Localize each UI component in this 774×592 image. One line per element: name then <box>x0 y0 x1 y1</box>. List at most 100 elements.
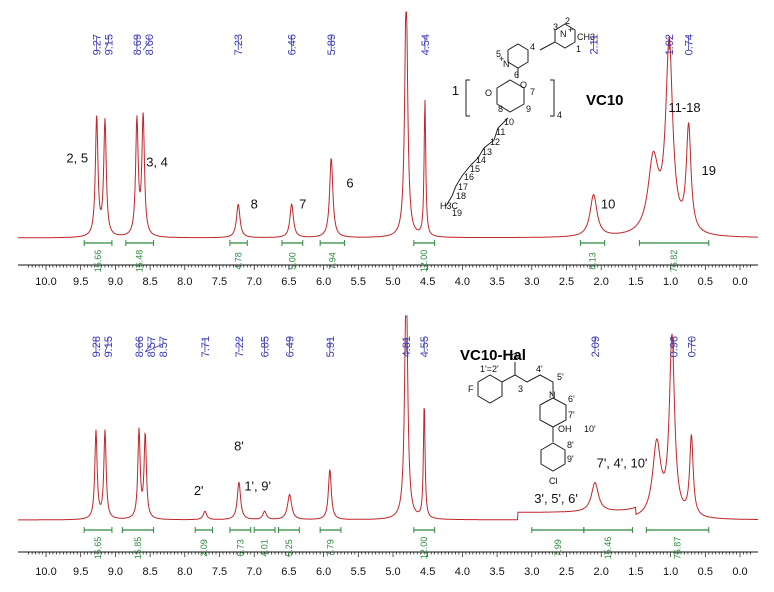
peak-label: 9.28 <box>91 336 103 357</box>
integral-value: 7.79 <box>326 539 336 557</box>
assignment-label: 11-18 <box>668 100 700 115</box>
x-tick-label: 4.5 <box>420 276 435 288</box>
struct-label: + <box>499 54 504 64</box>
peak-label: 0.96 <box>668 336 680 357</box>
x-tick-label: 7.0 <box>247 566 262 578</box>
struct-label: N <box>549 390 556 400</box>
linker-chain <box>501 374 554 396</box>
peak-label-leader <box>144 343 152 353</box>
struct-label: 14 <box>476 155 486 165</box>
vc10-structure-labels: N + CH3 1 2 3 4 5 6 7 8 9 O O N + 4 10 1… <box>440 16 595 218</box>
struct-label: 9' <box>567 454 574 464</box>
peak-label: 8.60 <box>144 34 156 55</box>
struct-label: O <box>485 88 492 98</box>
integral-value: 15.46 <box>603 537 613 560</box>
x-tick-label: 5.5 <box>351 276 366 288</box>
struct-label: 12 <box>490 137 500 147</box>
x-tick-label: 3.5 <box>489 566 504 578</box>
assignment-label: 6 <box>346 176 353 191</box>
peak-label: 4.54 <box>420 34 432 55</box>
struct-label: N <box>560 29 567 39</box>
bond <box>539 41 556 51</box>
peak-label: 6.49 <box>285 336 297 357</box>
peak-label: 6.85 <box>260 336 272 357</box>
x-tick-label: 8.5 <box>142 276 157 288</box>
struct-label: 17 <box>458 182 468 192</box>
x-tick-label: 1.5 <box>628 566 643 578</box>
integral-value: 4.01 <box>260 539 270 557</box>
struct-label: N <box>503 59 510 69</box>
integral-value: 2.09 <box>199 539 209 557</box>
struct-label: 11 <box>496 127 505 137</box>
struct-label: 2 <box>565 16 570 26</box>
assignment-label: 7 <box>299 197 306 212</box>
struct-label: O <box>511 352 518 362</box>
struct-label: OH <box>558 424 572 434</box>
bracket-left <box>465 79 470 117</box>
peak-label: 0.70 <box>686 336 698 357</box>
peak-label: 9.15 <box>104 34 116 55</box>
struct-label: H3C <box>440 201 459 211</box>
x-tick-label: 2.0 <box>594 276 609 288</box>
x-tick-label: 4.5 <box>420 566 435 578</box>
x-tick-label: 0.5 <box>698 566 713 578</box>
assignment-label: 1 <box>452 83 459 98</box>
assignment-label: 8 <box>251 197 258 212</box>
struct-label: 13 <box>482 147 492 157</box>
assignment-label: 19 <box>702 163 716 178</box>
integral-value: 5.25 <box>284 539 294 557</box>
x-tick-label: 7.0 <box>247 276 262 288</box>
peak-label: 7.23 <box>233 34 245 55</box>
x-tick-label: 6.0 <box>316 276 331 288</box>
peak-label: 4.81 <box>401 336 413 357</box>
x-tick-label: 0.5 <box>698 276 713 288</box>
x-tick-label: 9.0 <box>108 566 123 578</box>
peak-label-leader <box>145 343 164 353</box>
peak-label: 8.57 <box>158 336 170 357</box>
vc10-hal-structure-labels: 1'=2' O F 3 4' 5' N 6' 7' OH 10' 8' 9' C… <box>468 352 596 486</box>
integral-value: 15.66 <box>93 250 103 273</box>
x-tick-label: 8.0 <box>177 276 192 288</box>
integral-value: 76.82 <box>669 250 679 273</box>
x-tick-label: 6.0 <box>316 566 331 578</box>
integral-value: 6.73 <box>235 539 245 557</box>
x-tick-label: 8.5 <box>142 566 157 578</box>
spectrum-trace-vc10-hal <box>18 315 758 521</box>
struct-label: 8 <box>498 104 503 114</box>
integral-value: 76.87 <box>673 537 683 560</box>
assignment-label: 1', 9' <box>244 479 271 494</box>
x-tick-label: 9.5 <box>73 566 88 578</box>
struct-label: 7 <box>530 87 535 97</box>
pyridinium-ring-2 <box>507 43 529 69</box>
struct-label: Cl <box>549 476 558 486</box>
peak-label-leader <box>104 41 110 51</box>
struct-label: 3 <box>553 22 558 32</box>
x-tick-label: 1.0 <box>663 276 678 288</box>
peak-label-leader <box>104 343 109 353</box>
integral-value: 15.48 <box>135 250 145 273</box>
struct-label: 9 <box>526 104 531 114</box>
peak-label: 0.74 <box>684 34 696 55</box>
peak-label: 7.22 <box>234 336 246 357</box>
alkyl-chain <box>445 117 509 207</box>
piperidine-ring <box>539 397 567 428</box>
x-tick-label: 10.0 <box>35 566 56 578</box>
struct-label: 1'=2' <box>480 364 499 374</box>
struct-label: 7' <box>568 410 575 420</box>
x-tick-label: 4.0 <box>455 566 470 578</box>
struct-label: F <box>468 384 474 394</box>
x-tick-label: 2.5 <box>559 276 574 288</box>
struct-label: 6' <box>568 394 575 404</box>
x-tick-label: 2.0 <box>594 566 609 578</box>
peak-label: 1.02 <box>664 34 676 55</box>
peak-label: 2.11 <box>589 34 601 55</box>
integral-value: 12.00 <box>419 250 429 273</box>
integral-value: 15.85 <box>133 537 143 560</box>
peak-label: 8.57 <box>146 336 158 357</box>
x-tick-label: 5.5 <box>351 566 366 578</box>
integral-value: 4.78 <box>234 252 244 270</box>
struct-label: + <box>568 25 573 35</box>
panel-title-vc10: VC10 <box>586 92 624 109</box>
